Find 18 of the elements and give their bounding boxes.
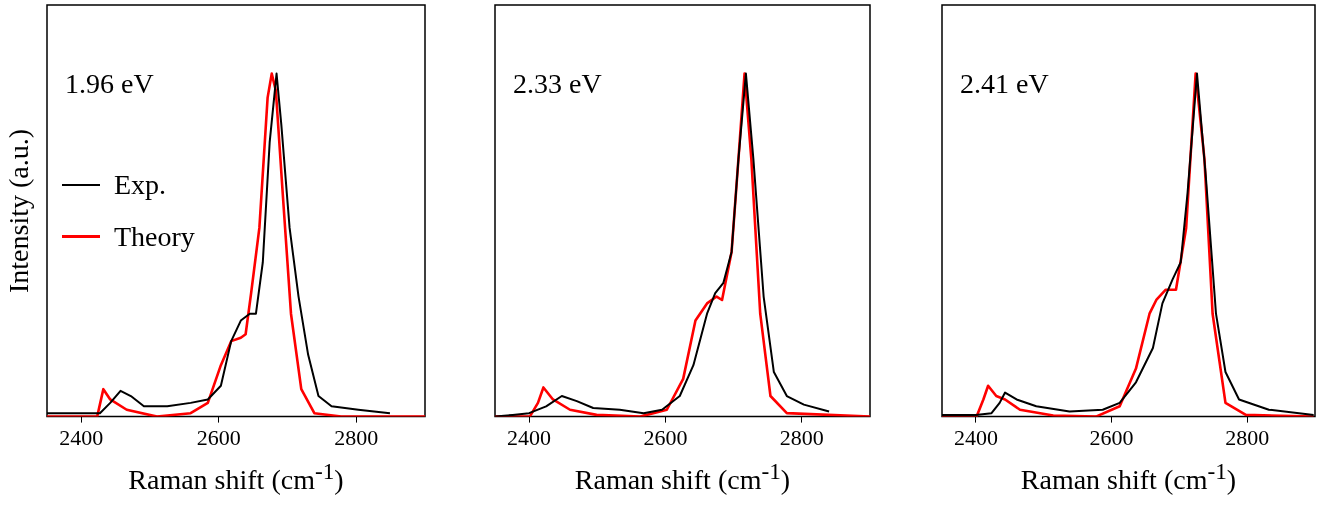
x-axis-title: Raman shift (cm$^{-1}$) xyxy=(573,458,792,497)
x-tick-label: 2800 xyxy=(334,424,379,450)
y-axis-title: Intensity (a.u.) xyxy=(2,127,35,295)
x-tick-label: 2600 xyxy=(1089,424,1134,450)
x-tick-label: 2400 xyxy=(507,424,552,450)
x-axis-title: Raman shift (cm$^{-1}$) xyxy=(127,458,345,497)
x-tick-label: 2800 xyxy=(779,424,824,450)
x-axis-title: Raman shift (cm$^{-1}$) xyxy=(1019,458,1238,497)
annotation: 2.33 eV xyxy=(513,68,602,99)
x-tick-label: 2400 xyxy=(59,424,104,450)
x-tick-label: 2400 xyxy=(953,424,998,450)
x-tick-label: 2800 xyxy=(1225,424,1270,450)
annotation: 1.96 eV xyxy=(65,68,154,99)
x-tick-label: 2600 xyxy=(196,424,241,450)
annotation: 2.41 eV xyxy=(960,68,1049,99)
legend-label: Theory xyxy=(114,220,195,253)
x-tick-label: 2600 xyxy=(643,424,688,450)
legend-label: Exp. xyxy=(114,168,167,201)
